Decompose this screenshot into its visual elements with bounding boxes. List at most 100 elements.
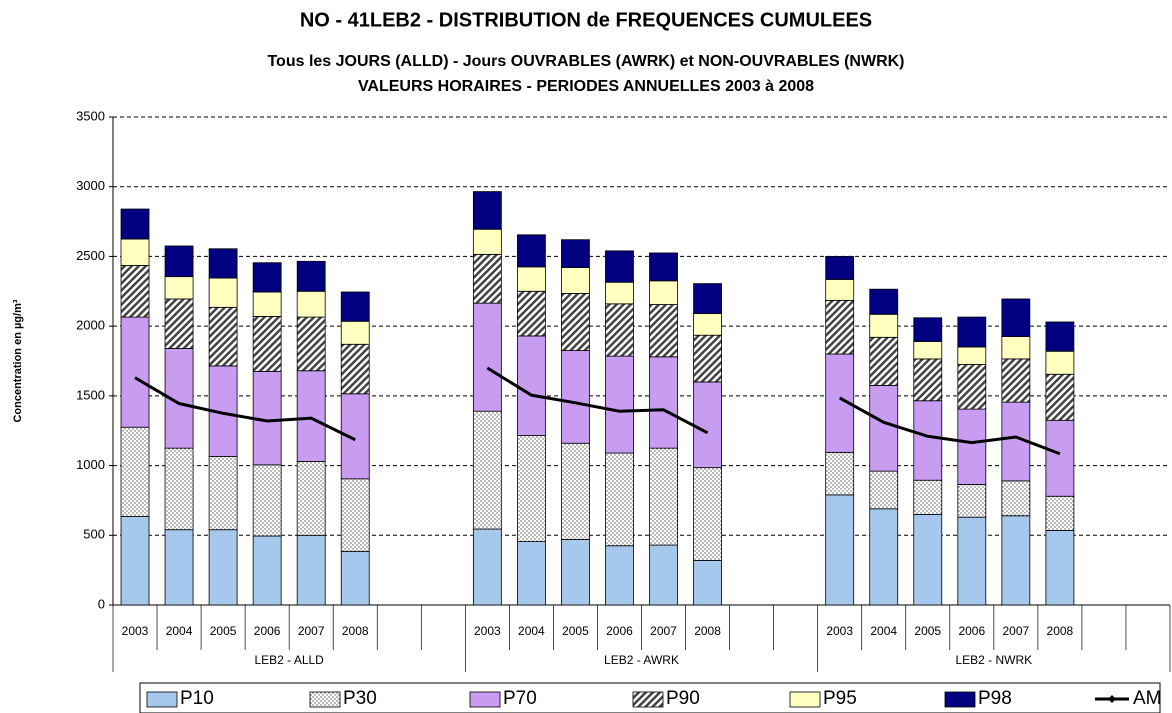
bar-segment [693,334,722,383]
y-tick-label: 0 [98,596,105,611]
legend-swatch [146,691,178,708]
x-tick-label: 2004 [166,624,193,638]
bar-segment [340,550,370,606]
legend-swatch [632,691,664,708]
bar-segment [825,256,855,280]
bar-segment [869,288,899,315]
bar-segment [561,442,590,540]
bar-segment [957,408,987,485]
bar-segment [164,298,194,349]
bar-segment [869,336,899,386]
bar-segment [913,317,943,342]
bar-segment [649,280,678,305]
legend-label: P98 [978,688,1012,709]
bar-segment [340,291,370,322]
bar-segment [693,559,722,606]
bar-segment [1045,495,1075,531]
bar-segment [605,303,634,357]
bar-segment [561,350,590,444]
bar-segment [561,292,590,351]
bar-segment [957,483,987,518]
bar-segment [605,452,634,547]
bar-segment [208,306,238,367]
bar-segment [164,245,194,278]
x-tick-label: 2005 [210,624,237,638]
y-tick-label: 2500 [76,248,105,263]
legend-label: P95 [823,688,857,709]
bar-segment [693,283,722,314]
bar-segment [649,304,678,358]
group-label: LEB2 - ALLD [254,653,324,667]
bar-segment [208,248,238,279]
y-tick-label: 500 [83,527,105,542]
x-tick-label: 2003 [474,624,501,638]
bar-segment [1045,530,1075,606]
x-tick-label: 2008 [1047,624,1074,638]
bar-segment [120,516,150,606]
bar-segment [913,341,943,360]
x-tick-label: 2008 [694,624,721,638]
bar-segment [296,460,326,536]
bar-segment [693,381,722,469]
bar-segment [472,253,502,304]
subtitle: Tous les JOURS (ALLD) - Jours OUVRABLES … [267,53,904,70]
bar-segment [1001,480,1031,517]
bar-segment [825,451,855,496]
legend-marker [1108,695,1116,703]
bar-segment [120,316,150,428]
bar-segment [869,508,899,606]
x-tick-label: 2007 [298,624,325,638]
bar-segment [913,358,943,402]
bar-segment [296,316,326,372]
bar-segment [649,252,678,282]
bar-segment [561,239,590,268]
bar-segment [913,513,943,606]
y-tick-label: 1500 [76,387,105,402]
x-tick-label: 2008 [342,624,369,638]
bar-segment [1045,350,1075,375]
bar-segment [957,346,987,365]
bar-segment [913,400,943,481]
x-tick-label: 2006 [254,624,281,638]
bar-segment [957,364,987,410]
bar-segment [1045,321,1075,352]
bar-segment [649,356,678,449]
bar-segment [340,478,370,552]
bar-segment [340,320,370,345]
legend-swatch [469,691,501,708]
bar-segment [296,290,326,318]
bar-segment [252,315,282,372]
bar-segment [120,265,150,318]
bar-segment [208,529,238,606]
bar-segment [957,516,987,606]
bar-segment [164,447,194,531]
bar-segment [913,479,943,515]
bar-segment [516,290,546,337]
legend-label: P90 [666,688,700,709]
bar-segment [296,260,326,292]
bar-segment [1001,298,1031,337]
bar-segment [605,355,634,454]
bar-segment [605,545,634,606]
bar-segment [516,266,546,292]
bar-segment [561,539,590,606]
legend-swatch [309,691,341,708]
bar-segment [252,262,282,293]
bar-segment [561,267,590,294]
bar-segment [649,447,678,546]
bar-segment [1045,419,1075,497]
bar-segment [825,279,855,301]
chart-title: NO - 41LEB2 - DISTRIBUTION de FREQUENCES… [300,9,872,31]
bar-segment [208,456,238,531]
bar-segment [120,208,150,240]
bar-segment [1001,515,1031,606]
line [134,366,1061,456]
legend-label: P10 [180,688,214,709]
bar-segment [516,541,546,606]
bar-segment [252,464,282,537]
bar-segment [472,302,502,412]
x-tick-label: 2005 [914,624,941,638]
bar-segment [296,534,326,606]
bar-segment [472,191,502,230]
